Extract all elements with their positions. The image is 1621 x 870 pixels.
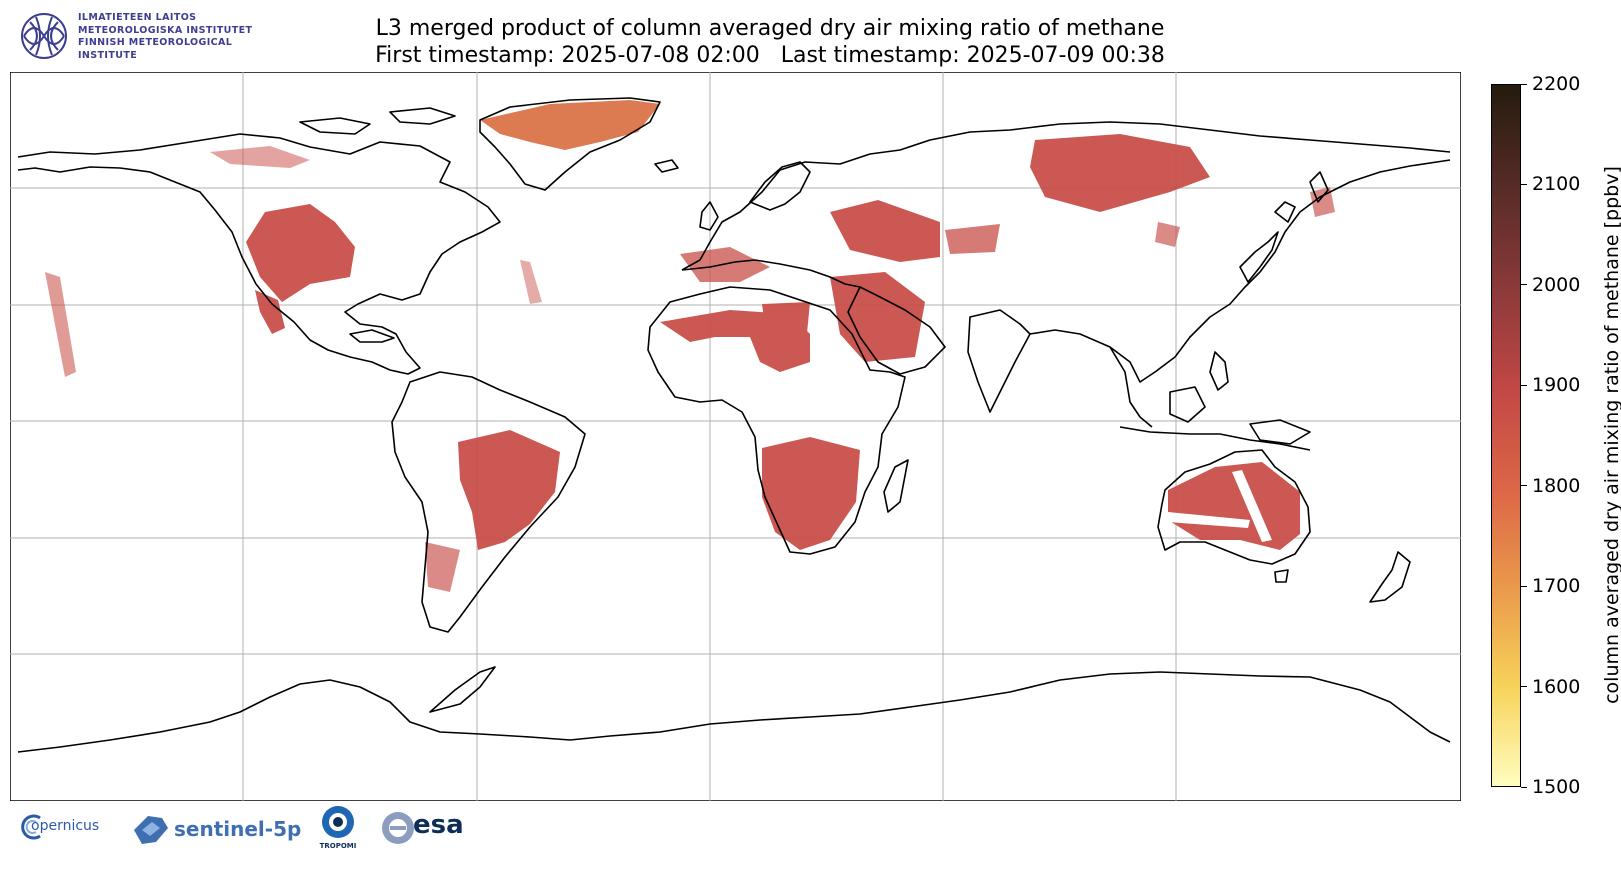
colorbar-tick-mark	[1521, 485, 1527, 487]
tropomi-logo: TROPOMI	[316, 804, 361, 854]
data-region-australia	[1168, 462, 1300, 550]
coastline-madagascar	[883, 459, 909, 513]
data-region-canada	[210, 146, 310, 168]
data-region-arabia	[830, 272, 925, 362]
colorbar	[1491, 84, 1521, 787]
data-region-mexico	[255, 290, 285, 334]
colorbar-tick-mark	[1521, 686, 1527, 688]
coastline-australia	[1157, 449, 1311, 565]
data-region-pacific-swath	[45, 272, 76, 377]
satellite-icon	[134, 816, 168, 844]
coastlines	[17, 97, 1451, 753]
fmi-logo: ILMATIETEEN LAITOS METEOROLOGISKA INSTIT…	[18, 10, 288, 62]
coastline-mediterranean	[681, 259, 861, 288]
colorbar-tick-label: 2000	[1532, 273, 1581, 296]
data-region-siberia	[1030, 134, 1210, 212]
colorbar-tick-mark	[1521, 83, 1527, 85]
coastline-japan	[1239, 231, 1279, 283]
data-region-japan-sea	[1310, 187, 1335, 217]
methane-data	[45, 134, 1335, 592]
data-region-southern-africa	[762, 437, 860, 550]
coastline-borneo	[1169, 386, 1206, 423]
colorbar-tick-label: 1800	[1532, 474, 1581, 497]
institute-line-en: FINNISH METEOROLOGICAL INSTITUTE	[78, 37, 233, 61]
coastline-southeast-asia	[1109, 346, 1153, 428]
esa-wordmark: esa	[413, 810, 464, 840]
coastline-antarctica	[17, 671, 1451, 753]
colorbar-tick-mark	[1521, 183, 1527, 185]
coastline-europe	[681, 121, 1451, 271]
data-region-western-us	[246, 204, 355, 302]
sentinel-5p-logo: sentinel-5p	[130, 808, 310, 852]
esa-icon	[382, 812, 414, 844]
copernicus-logo: opernicus	[18, 810, 113, 850]
coastline-asia-east	[1029, 159, 1451, 383]
coastline-arabia	[847, 286, 946, 375]
colorbar-tick-label: 1500	[1532, 776, 1581, 798]
data-region-atlantic-swath	[520, 260, 542, 304]
world-map	[10, 72, 1461, 801]
coastline-india	[967, 309, 1031, 413]
colorbar-label: column averaged dry air mixing ratio of …	[1601, 166, 1621, 704]
coastline-indonesia	[1119, 426, 1311, 451]
coastline-greenland	[479, 97, 661, 191]
coastline-uk	[699, 201, 719, 231]
tropomi-eye-icon	[322, 806, 354, 838]
colorbar-tick-label: 2200	[1532, 73, 1581, 95]
title-block: L3 merged product of column averaged dry…	[270, 15, 1270, 69]
coastline-south-america	[391, 371, 586, 633]
institute-line-fi: ILMATIETEEN LAITOS	[78, 12, 197, 23]
colorbar-tick-mark	[1521, 585, 1527, 587]
data-region-greenland	[480, 100, 660, 150]
footer-logos: opernicus sentinel-5p TROPOMI esa	[18, 806, 498, 862]
copernicus-icon	[21, 814, 41, 840]
coastline-scandinavia	[749, 161, 811, 211]
coastline-new-guinea	[1249, 419, 1311, 445]
copernicus-wordmark: opernicus	[31, 818, 100, 834]
colorbar-tick-label: 1700	[1532, 575, 1581, 598]
esa-logo: esa	[380, 808, 480, 852]
coastline-antarctic-peninsula	[429, 666, 496, 713]
data-region-central-asia	[945, 224, 1000, 254]
sentinel-5p-wordmark: sentinel-5p	[174, 817, 302, 841]
coastline-arctic-islands	[299, 117, 371, 135]
fmi-emblem-icon	[21, 13, 67, 59]
data-region-argentina	[425, 542, 460, 592]
coastline-africa	[647, 286, 906, 555]
data-region-east-asia	[1155, 222, 1180, 247]
colorbar-tick-mark	[1521, 786, 1527, 788]
colorbar-tick-mark	[1521, 384, 1527, 386]
coastline-arctic-islands-2	[389, 107, 456, 125]
tropomi-wordmark: TROPOMI	[319, 842, 357, 850]
orbit-gap-australia	[1232, 470, 1272, 542]
data-gaps	[816, 324, 1272, 542]
data-region-caucasus	[830, 200, 940, 262]
coastline-philippines	[1209, 351, 1229, 391]
orbit-gap-australia-2	[1168, 512, 1250, 528]
data-region-central-africa	[762, 302, 810, 362]
coastline-sakhalin	[1309, 171, 1329, 203]
colorbar-tick-label: 1600	[1532, 675, 1581, 698]
colorbar-tick-label: 1900	[1532, 374, 1581, 397]
institute-line-sv: METEOROLOGISKA INSTITUTET	[78, 24, 253, 36]
colorbar-tick-mark	[1521, 284, 1527, 286]
coastline-new-zealand	[1369, 551, 1411, 603]
map-subtitle: First timestamp: 2025-07-08 02:00 Last t…	[375, 43, 1165, 68]
coastline-tasmania	[1274, 569, 1289, 583]
institute-name: ILMATIETEEN LAITOS METEOROLOGISKA INSTIT…	[78, 12, 288, 62]
coastline-iceland	[654, 159, 679, 173]
orbit-gap-africa	[816, 324, 840, 364]
data-region-brazil	[458, 430, 560, 550]
map-title: L3 merged product of column averaged dry…	[375, 16, 1165, 41]
coastline-caribbean	[349, 329, 395, 343]
colorbar-tick-label: 2100	[1532, 173, 1581, 196]
coastline-japan-north	[1274, 201, 1296, 223]
map-frame	[10, 72, 1461, 801]
coastline-north-america	[17, 133, 501, 375]
